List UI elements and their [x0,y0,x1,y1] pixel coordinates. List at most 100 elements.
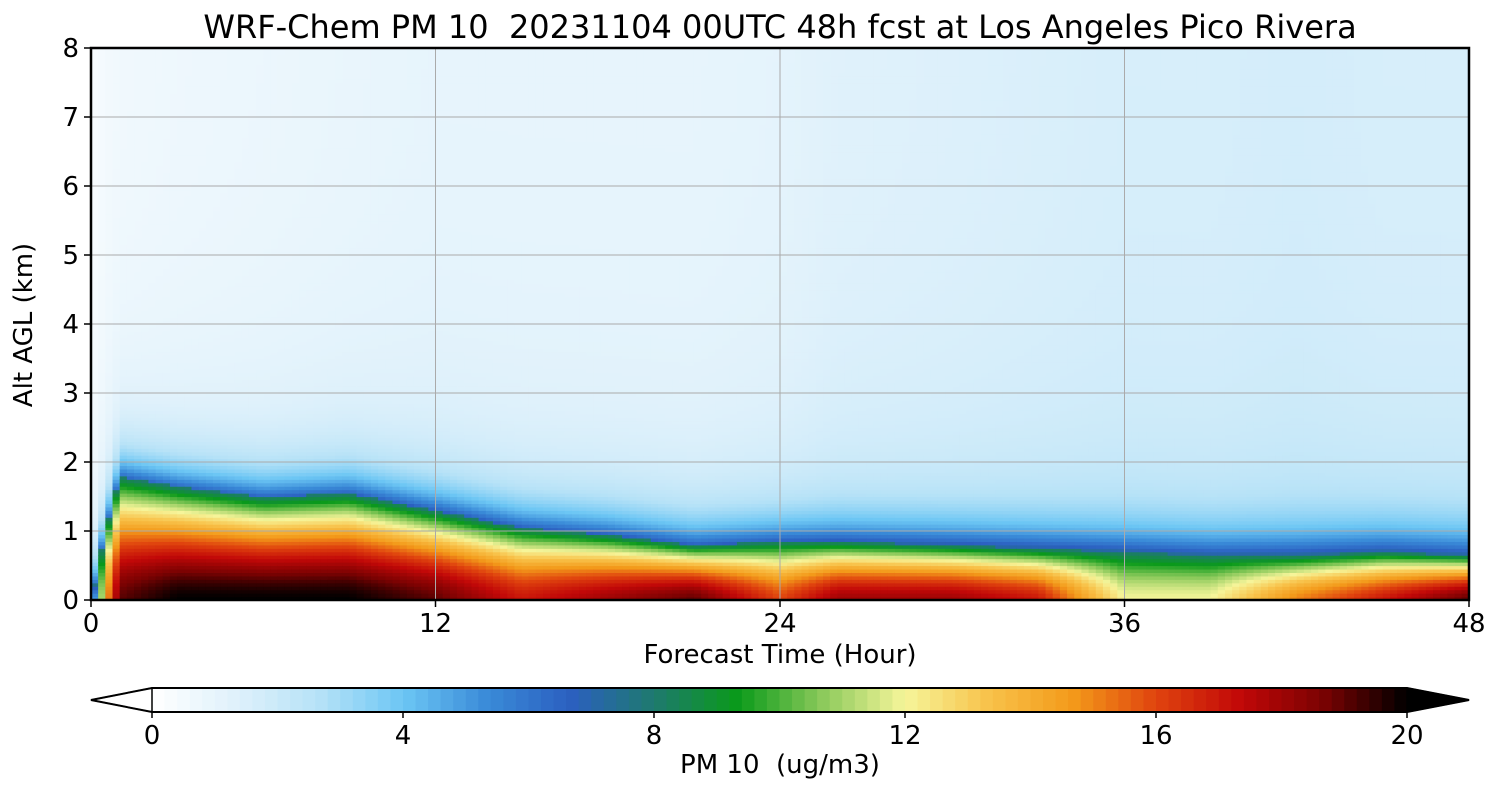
heat-cell [270,158,279,163]
heat-cell [270,106,279,111]
heat-cell [313,537,322,542]
heat-cell [263,403,272,408]
heat-cell [141,558,150,563]
heat-cell [112,251,121,256]
heat-cell [91,351,99,356]
heat-cell [220,134,228,139]
heat-cell [299,448,307,453]
heat-cell [184,148,193,153]
heat-cell [191,386,200,391]
heat-cell [313,579,322,584]
heat-cell [119,489,128,494]
heat-cell [141,251,150,256]
heat-cell [198,562,207,567]
heat-cell [227,82,236,87]
heat-cell [284,413,293,418]
heat-cell [299,406,307,411]
heat-cell [227,130,236,135]
heat-cell [248,306,257,311]
heat-cell [105,413,114,418]
heat-cell [126,272,135,277]
heat-cell [213,482,221,487]
heat-cell [105,79,114,84]
heat-cell [148,168,157,173]
heat-cell [155,241,164,246]
heat-cell [284,434,293,439]
heat-cell [148,48,157,53]
heat-cell [234,441,243,446]
heat-cell [284,199,293,204]
heat-cell [162,455,171,460]
heat-cell [98,424,106,429]
heat-cell [148,479,157,484]
heat-cell [256,513,264,518]
heat-cell [256,589,264,594]
heat-cell [126,548,135,553]
heat-cell [220,330,228,335]
heat-cell [177,182,185,187]
heat-cell [263,134,272,139]
heat-cell [270,292,279,297]
heat-cell [213,413,221,418]
heat-cell [213,275,221,280]
heat-cell [191,424,200,429]
heat-cell [126,106,135,111]
heat-cell [256,199,264,204]
heat-cell [270,227,279,232]
heat-cell [241,234,250,239]
heat-cell [205,444,214,449]
heat-cell [148,337,157,342]
heat-cell [119,351,128,356]
heat-cell [155,265,164,270]
heat-cell [277,158,286,163]
heat-cell [313,506,322,511]
heat-cell [134,565,142,570]
heat-cell [263,455,272,460]
heat-cell [169,524,178,529]
heat-cell [263,175,272,180]
heat-cell [277,575,286,580]
heat-cell [306,324,315,329]
heat-cell [177,203,185,208]
heat-cell [148,58,157,63]
heat-cell [112,296,121,301]
heat-cell [270,130,279,135]
heat-cell [299,382,307,387]
heat-cell [134,548,142,553]
heat-cell [198,434,207,439]
heat-cell [241,154,250,159]
heat-cell [98,117,106,122]
heat-cell [184,475,193,480]
heat-cell [241,68,250,73]
heat-cell [248,451,257,456]
heat-cell [234,503,243,508]
heat-cell [277,344,286,349]
heat-cell [119,582,128,587]
heat-cell [105,434,114,439]
heat-cell [162,237,171,242]
heat-cell [213,489,221,494]
heat-cell [98,303,106,308]
heat-cell [241,258,250,263]
heat-cell [91,482,99,487]
heat-cell [169,406,178,411]
heat-cell [291,486,300,491]
heat-cell [184,203,193,208]
heat-cell [191,258,200,263]
heat-cell [105,517,114,522]
heat-cell [148,54,157,59]
heat-cell [119,372,128,377]
heat-cell [119,513,128,518]
heat-cell [256,361,264,366]
heat-cell [306,375,315,380]
heat-cell [198,268,207,273]
heat-cell [306,244,315,249]
heat-cell [134,96,142,101]
heat-cell [98,513,106,518]
heat-cell [270,379,279,384]
heat-cell [306,596,315,600]
heat-cell [234,506,243,511]
heat-cell [205,244,214,249]
heat-cell [241,475,250,480]
heat-cell [126,123,135,128]
